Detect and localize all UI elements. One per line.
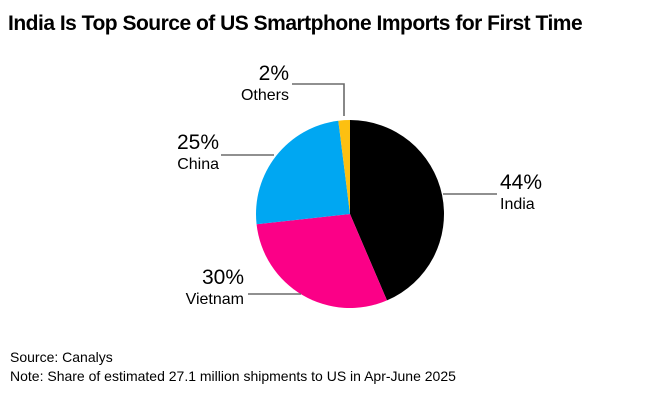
note-text: Note: Share of estimated 27.1 million sh… bbox=[10, 368, 456, 384]
pie-slice-india bbox=[350, 120, 444, 301]
label-china: 25% China bbox=[177, 131, 219, 174]
label-others-pct: 2% bbox=[258, 62, 289, 85]
chart-footer: Source: Canalys Note: Share of estimated… bbox=[10, 348, 456, 386]
pie-slice-others bbox=[338, 120, 350, 214]
label-others: 2% Others bbox=[241, 62, 289, 105]
leader-line-others bbox=[292, 83, 345, 116]
label-vietnam: 30% Vietnam bbox=[186, 266, 244, 309]
pie-slice-china bbox=[256, 120, 350, 225]
chart-title: India Is Top Source of US Smartphone Imp… bbox=[8, 12, 583, 35]
label-india: 44% India bbox=[500, 171, 542, 214]
pie-slices-group bbox=[256, 120, 444, 308]
label-vietnam-pct: 30% bbox=[201, 266, 244, 289]
label-india-name: India bbox=[500, 196, 535, 213]
label-china-pct: 25% bbox=[176, 131, 219, 154]
label-others-name: Others bbox=[240, 87, 289, 104]
source-text: Source: Canalys bbox=[10, 349, 113, 365]
label-india-pct: 44% bbox=[500, 171, 543, 194]
label-china-name: China bbox=[177, 156, 219, 173]
pie-slice-vietnam bbox=[256, 214, 387, 308]
label-vietnam-name: Vietnam bbox=[185, 291, 244, 308]
